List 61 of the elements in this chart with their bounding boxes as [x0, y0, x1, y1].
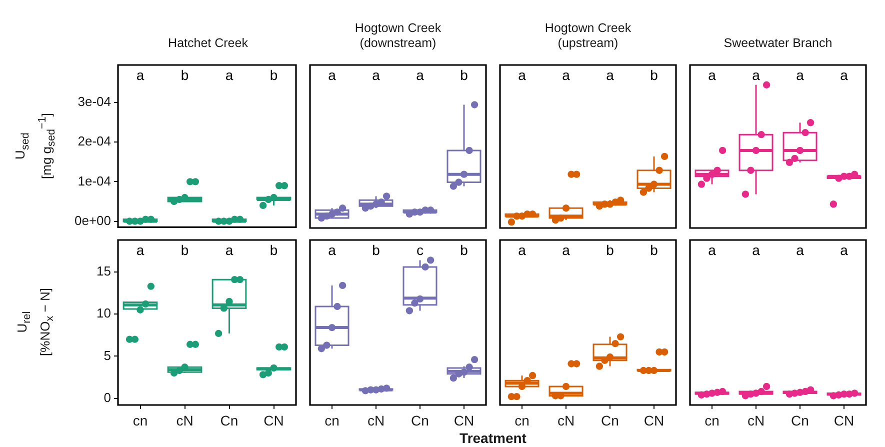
- annotation: a: [225, 242, 234, 258]
- annotation: b: [180, 242, 189, 258]
- chart-title: Hatchet Creek: [168, 36, 248, 51]
- annotation: b: [270, 242, 278, 258]
- annotation: a: [752, 242, 760, 258]
- x-axis-title: Treatment: [460, 430, 526, 446]
- annotation: a: [796, 66, 804, 83]
- annotation: b: [270, 66, 278, 83]
- x-tick-label: Cn: [411, 412, 429, 428]
- annotation: b: [180, 66, 189, 83]
- annotation: a: [708, 242, 716, 258]
- annotation: a: [136, 66, 144, 83]
- y-tick-label: 0: [104, 390, 111, 405]
- chart-title: Hogtown Creek (downstream): [354, 21, 442, 51]
- annotation: a: [562, 242, 570, 258]
- annotation: a: [796, 242, 804, 258]
- annotation: a: [328, 66, 336, 83]
- annotation: a: [136, 242, 144, 258]
- annotation: a: [840, 66, 848, 83]
- annotation: a: [562, 66, 570, 83]
- annotation: a: [606, 66, 614, 83]
- chart-title: Sweetwater Branch: [724, 36, 832, 51]
- x-tick-label: Cn: [220, 412, 238, 428]
- x-tick-label: cn: [704, 412, 720, 428]
- annotation: a: [518, 66, 526, 83]
- annotation: b: [606, 242, 614, 258]
- y-tick-label: 0e+00: [74, 212, 111, 228]
- annotation: b: [650, 242, 658, 258]
- x-tick-label: CN: [454, 412, 474, 428]
- x-tick-label: cN: [176, 412, 194, 428]
- x-tick-label: CN: [834, 412, 854, 428]
- x-tick-label: Cn: [601, 412, 619, 428]
- chart-title: Hogtown Creek (upstream): [544, 21, 632, 51]
- annotation: a: [708, 66, 716, 83]
- y-tick-label: 15: [96, 264, 111, 279]
- y-tick-label: 2e-04: [78, 134, 111, 149]
- x-tick-label: cN: [367, 412, 385, 428]
- y-tick-label: 5: [104, 348, 111, 363]
- x-tick-label: CN: [264, 412, 284, 428]
- annotation: a: [752, 66, 760, 83]
- annotation: a: [372, 66, 380, 83]
- annotation: b: [460, 242, 468, 258]
- x-tick-label: cn: [514, 412, 530, 428]
- annotation: a: [518, 242, 526, 258]
- x-tick-label: cN: [557, 412, 575, 428]
- annotation: b: [650, 66, 658, 83]
- x-tick-label: cn: [132, 412, 148, 428]
- annotation: a: [225, 66, 234, 83]
- annotation: b: [460, 66, 468, 83]
- x-tick-label: Cn: [791, 412, 809, 428]
- x-tick-label: CN: [644, 412, 664, 428]
- annotation: a: [328, 242, 336, 258]
- annotation: c: [416, 242, 424, 258]
- y-tick-label: 1e-04: [78, 173, 111, 188]
- annotation: b: [372, 242, 380, 258]
- x-tick-label: cN: [747, 412, 765, 428]
- annotation: a: [416, 66, 424, 83]
- x-tick-label: cn: [324, 412, 340, 428]
- y-tick-label: 3e-04: [78, 94, 111, 110]
- annotation: a: [840, 242, 848, 258]
- y-tick-label: 10: [96, 306, 111, 321]
